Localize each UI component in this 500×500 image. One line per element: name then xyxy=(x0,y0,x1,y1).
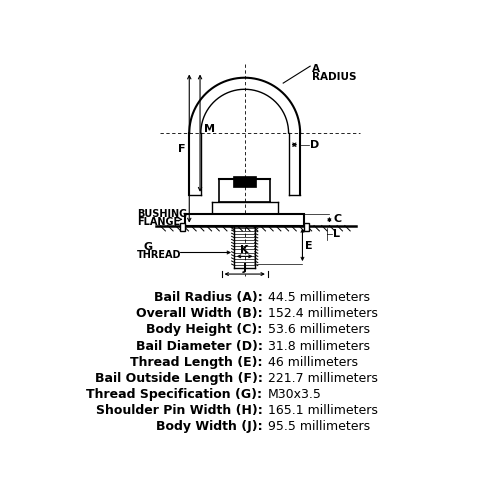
Text: Bail Outside Length (F):: Bail Outside Length (F): xyxy=(94,372,262,385)
Text: M30x3.5: M30x3.5 xyxy=(268,388,322,401)
Text: RADIUS: RADIUS xyxy=(312,72,356,82)
Text: 221.7 millimeters: 221.7 millimeters xyxy=(268,372,378,385)
Text: Bail Radius (A):: Bail Radius (A): xyxy=(154,291,262,304)
Text: A: A xyxy=(312,64,320,74)
Text: 53.6 millimeters: 53.6 millimeters xyxy=(268,324,370,336)
Bar xyxy=(304,223,310,231)
Text: L: L xyxy=(333,229,340,239)
Text: C: C xyxy=(333,214,342,224)
Text: E: E xyxy=(305,242,312,252)
Text: Body Width (J):: Body Width (J): xyxy=(156,420,262,434)
Text: F: F xyxy=(178,144,186,154)
Text: M: M xyxy=(204,124,215,134)
Text: Thread Specification (G):: Thread Specification (G): xyxy=(86,388,262,401)
Text: K: K xyxy=(240,245,249,255)
Text: Thread Length (E):: Thread Length (E): xyxy=(130,356,262,368)
Bar xyxy=(186,214,304,226)
Text: BUSHING: BUSHING xyxy=(137,209,187,219)
Text: THREAD: THREAD xyxy=(137,250,182,260)
Text: Bail Diameter (D):: Bail Diameter (D): xyxy=(136,340,262,352)
Text: 31.8 millimeters: 31.8 millimeters xyxy=(268,340,370,352)
Text: 165.1 millimeters: 165.1 millimeters xyxy=(268,404,378,417)
Text: Body Height (C):: Body Height (C): xyxy=(146,324,262,336)
Text: D: D xyxy=(310,140,320,149)
Text: Shoulder Pin Width (H):: Shoulder Pin Width (H): xyxy=(96,404,262,417)
Bar xyxy=(180,223,186,231)
Text: J: J xyxy=(242,263,246,273)
Text: FLANGE: FLANGE xyxy=(137,218,180,228)
Text: 95.5 millimeters: 95.5 millimeters xyxy=(268,420,370,434)
Text: G: G xyxy=(143,242,152,252)
Text: 152.4 millimeters: 152.4 millimeters xyxy=(268,307,378,320)
Text: Overall Width (B):: Overall Width (B): xyxy=(136,307,262,320)
Bar xyxy=(233,176,256,187)
Text: 46 millimeters: 46 millimeters xyxy=(268,356,358,368)
Text: 44.5 millimeters: 44.5 millimeters xyxy=(268,291,370,304)
